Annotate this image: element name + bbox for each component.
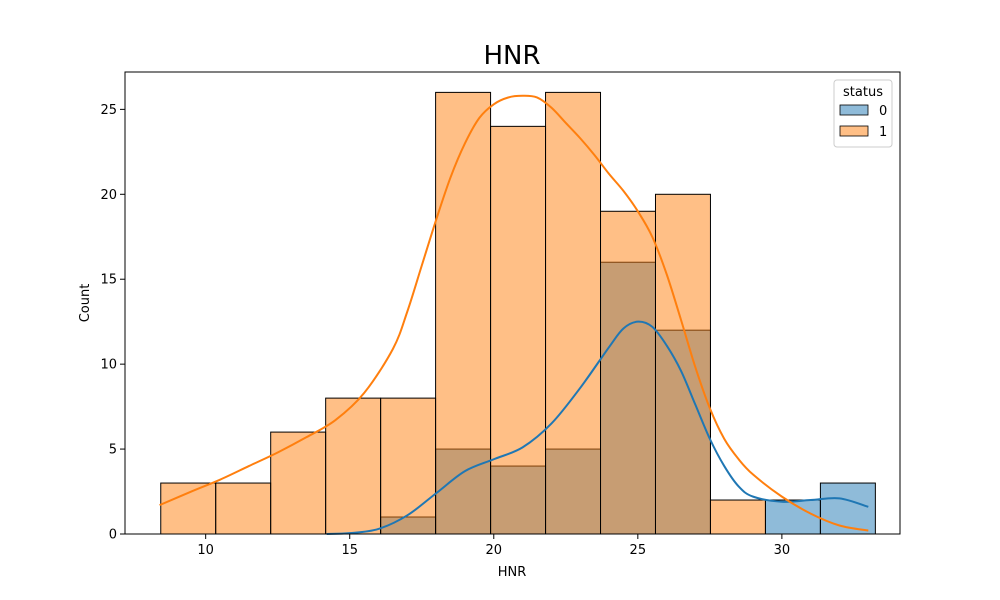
legend-swatch-0 <box>839 104 869 116</box>
x-axis: 10 15 20 25 30 <box>197 534 790 558</box>
bar-status-1-bin-7 <box>545 91 602 535</box>
legend-title: status <box>843 85 883 100</box>
kde-line-status-0 <box>326 320 869 535</box>
legend-swatch-1 <box>839 125 869 137</box>
x-tick-label: 10 <box>197 543 214 558</box>
bar-status-1-bin-3 <box>325 397 382 535</box>
y-tick-label: 0 <box>109 528 117 543</box>
y-tick-label: 5 <box>109 443 117 458</box>
bar-status-1-bin-1 <box>215 482 272 535</box>
bar-status-1-bin-2 <box>270 431 327 535</box>
bar-status-1-bin-10 <box>709 499 766 535</box>
y-axis: 0 5 10 15 20 25 <box>100 103 125 543</box>
y-tick-label: 10 <box>100 358 117 373</box>
legend: status 0 1 <box>833 79 893 148</box>
legend-label-1: 1 <box>879 125 887 140</box>
x-axis-label: HNR <box>498 565 527 580</box>
x-tick-label: 30 <box>774 543 791 558</box>
bars-layer <box>160 91 876 535</box>
bar-status-1-bin-9 <box>654 193 711 535</box>
bar-status-0-bin-12 <box>819 482 876 535</box>
plot-frame <box>124 71 901 535</box>
y-tick-label: 25 <box>100 103 117 118</box>
legend-label-0: 0 <box>879 104 887 119</box>
x-tick-label: 25 <box>630 543 647 558</box>
y-tick-label: 20 <box>100 188 117 203</box>
bar-status-1-bin-0 <box>160 482 217 535</box>
y-tick-label: 15 <box>100 273 117 288</box>
x-tick-label: 20 <box>485 543 502 558</box>
bar-status-1-bin-4 <box>380 397 437 535</box>
bar-status-1-bin-6 <box>490 125 547 535</box>
kde-layer <box>159 94 869 535</box>
chart-title: HNR <box>483 41 540 71</box>
bar-status-0-bin-11 <box>764 499 821 535</box>
bar-status-1-bin-5 <box>435 91 492 535</box>
kde-line-status-1 <box>159 94 869 532</box>
y-axis-label: Count <box>78 284 93 323</box>
bar-status-1-bin-8 <box>600 210 656 535</box>
x-tick-label: 15 <box>341 543 358 558</box>
